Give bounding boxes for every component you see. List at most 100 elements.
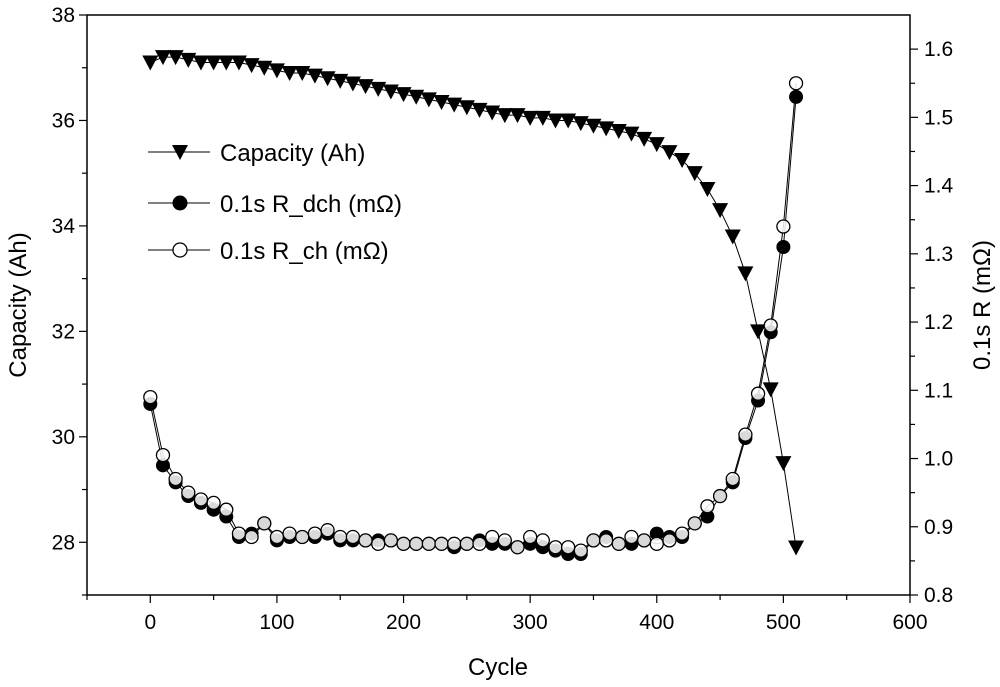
legend-entry-r-ch: 0.1s R_ch (mΩ): [148, 238, 389, 265]
data-point-capacity: [750, 324, 766, 339]
data-point-capacity: [775, 456, 791, 471]
y-right-tick-label: 1.4: [924, 175, 954, 198]
data-point-r-ch: [144, 391, 157, 404]
legend-label-r-dch: 0.1s R_dch (mΩ): [220, 191, 402, 218]
data-point-capacity: [585, 119, 601, 134]
data-point-r-ch: [448, 537, 461, 550]
y-right-tick-label: 1.0: [924, 448, 953, 471]
data-point-r-ch: [422, 537, 435, 550]
data-point-r-ch: [714, 490, 727, 503]
legend: Capacity (Ah) 0.1s R_dch (mΩ) 0.1s R_ch …: [148, 140, 402, 265]
data-point-r-ch: [220, 503, 233, 516]
y-left-tick-label: 36: [52, 109, 75, 132]
data-point-capacity: [332, 74, 348, 89]
legend-marker-r-ch: [173, 243, 187, 257]
data-point-r-ch: [372, 537, 385, 550]
y-left-tick-label: 28: [52, 531, 75, 554]
data-point-r-ch: [182, 486, 195, 499]
series-line: [150, 57, 796, 547]
data-point-r-ch: [739, 428, 752, 441]
data-point-capacity: [180, 53, 196, 68]
data-point-capacity: [763, 382, 779, 397]
data-point-capacity: [699, 182, 715, 197]
data-point-capacity: [737, 266, 753, 281]
data-point-r-ch: [460, 537, 473, 550]
data-point-capacity: [370, 82, 386, 97]
data-point-r-ch: [410, 537, 423, 550]
data-point-r-ch: [511, 541, 524, 554]
data-point-r-ch: [308, 527, 321, 540]
data-point-r-ch: [245, 531, 258, 544]
y-axis-right-title: 0.1s R (mΩ): [969, 240, 996, 370]
data-point-r-ch: [612, 537, 625, 550]
data-point-capacity: [345, 77, 361, 92]
data-point-r-dch: [790, 90, 803, 103]
legend-label-r-ch: 0.1s R_ch (mΩ): [220, 238, 389, 265]
data-point-r-ch: [524, 531, 537, 544]
data-point-r-ch: [346, 531, 359, 544]
chart-canvas: 01002003004005006002830323436380.80.91.0…: [0, 0, 1000, 687]
y-right-tick-label: 1.6: [924, 38, 953, 61]
data-point-capacity: [636, 132, 652, 147]
x-tick-label: 300: [513, 611, 548, 634]
data-point-capacity: [725, 229, 741, 244]
data-point-r-ch: [283, 527, 296, 540]
legend-entry-r-dch: 0.1s R_dch (mΩ): [148, 191, 402, 218]
data-point-capacity: [408, 90, 424, 105]
data-point-r-ch: [270, 531, 283, 544]
data-point-capacity: [687, 166, 703, 181]
data-point-r-ch: [169, 473, 182, 486]
series-layer: [142, 50, 804, 560]
data-point-r-ch: [663, 534, 676, 547]
data-point-capacity: [421, 92, 437, 107]
data-point-r-ch: [726, 473, 739, 486]
data-point-r-ch: [397, 537, 410, 550]
data-point-r-ch: [587, 534, 600, 547]
data-point-r-ch: [156, 449, 169, 462]
data-point-r-ch: [752, 387, 765, 400]
data-point-r-ch: [498, 534, 511, 547]
y-right-tick-label: 0.9: [924, 516, 953, 539]
y-left-tick-label: 30: [52, 426, 75, 449]
data-point-capacity: [269, 63, 285, 78]
data-point-capacity: [484, 106, 500, 121]
data-point-r-ch: [207, 496, 220, 509]
data-point-capacity: [611, 124, 627, 139]
x-tick-label: 400: [639, 611, 674, 634]
x-tick-label: 500: [766, 611, 801, 634]
data-point-capacity: [358, 79, 374, 94]
y-left-tick-label: 32: [52, 320, 75, 343]
data-point-capacity: [472, 103, 488, 118]
data-point-r-ch: [600, 534, 613, 547]
data-point-capacity: [459, 100, 475, 115]
legend-entry-capacity: Capacity (Ah): [148, 140, 365, 167]
legend-label-capacity: Capacity (Ah): [220, 140, 365, 167]
data-point-r-ch: [334, 531, 347, 544]
data-point-capacity: [623, 127, 639, 142]
data-point-capacity: [446, 98, 462, 113]
data-point-capacity: [661, 145, 677, 160]
y-right-tick-label: 0.8: [924, 584, 953, 607]
y-axis-left-title: Capacity (Ah): [5, 232, 32, 377]
legend-marker-r-dch: [173, 196, 187, 210]
data-point-r-ch: [473, 537, 486, 550]
data-point-r-ch: [359, 534, 372, 547]
data-point-capacity: [712, 203, 728, 218]
data-point-r-ch: [296, 531, 309, 544]
data-point-capacity: [396, 87, 412, 102]
data-point-r-ch: [638, 534, 651, 547]
data-point-capacity: [434, 95, 450, 110]
data-point-r-ch: [676, 527, 689, 540]
data-point-capacity: [244, 58, 260, 73]
data-point-r-ch: [194, 493, 207, 506]
x-tick-label: 100: [259, 611, 294, 634]
data-point-capacity: [307, 69, 323, 84]
x-tick-label: 0: [144, 611, 156, 634]
data-point-r-ch: [258, 517, 271, 530]
data-point-r-ch: [549, 541, 562, 554]
data-point-r-ch: [435, 537, 448, 550]
data-point-r-ch: [232, 527, 245, 540]
data-point-r-ch: [625, 531, 638, 544]
data-point-capacity: [256, 61, 272, 76]
data-point-r-ch: [536, 534, 549, 547]
